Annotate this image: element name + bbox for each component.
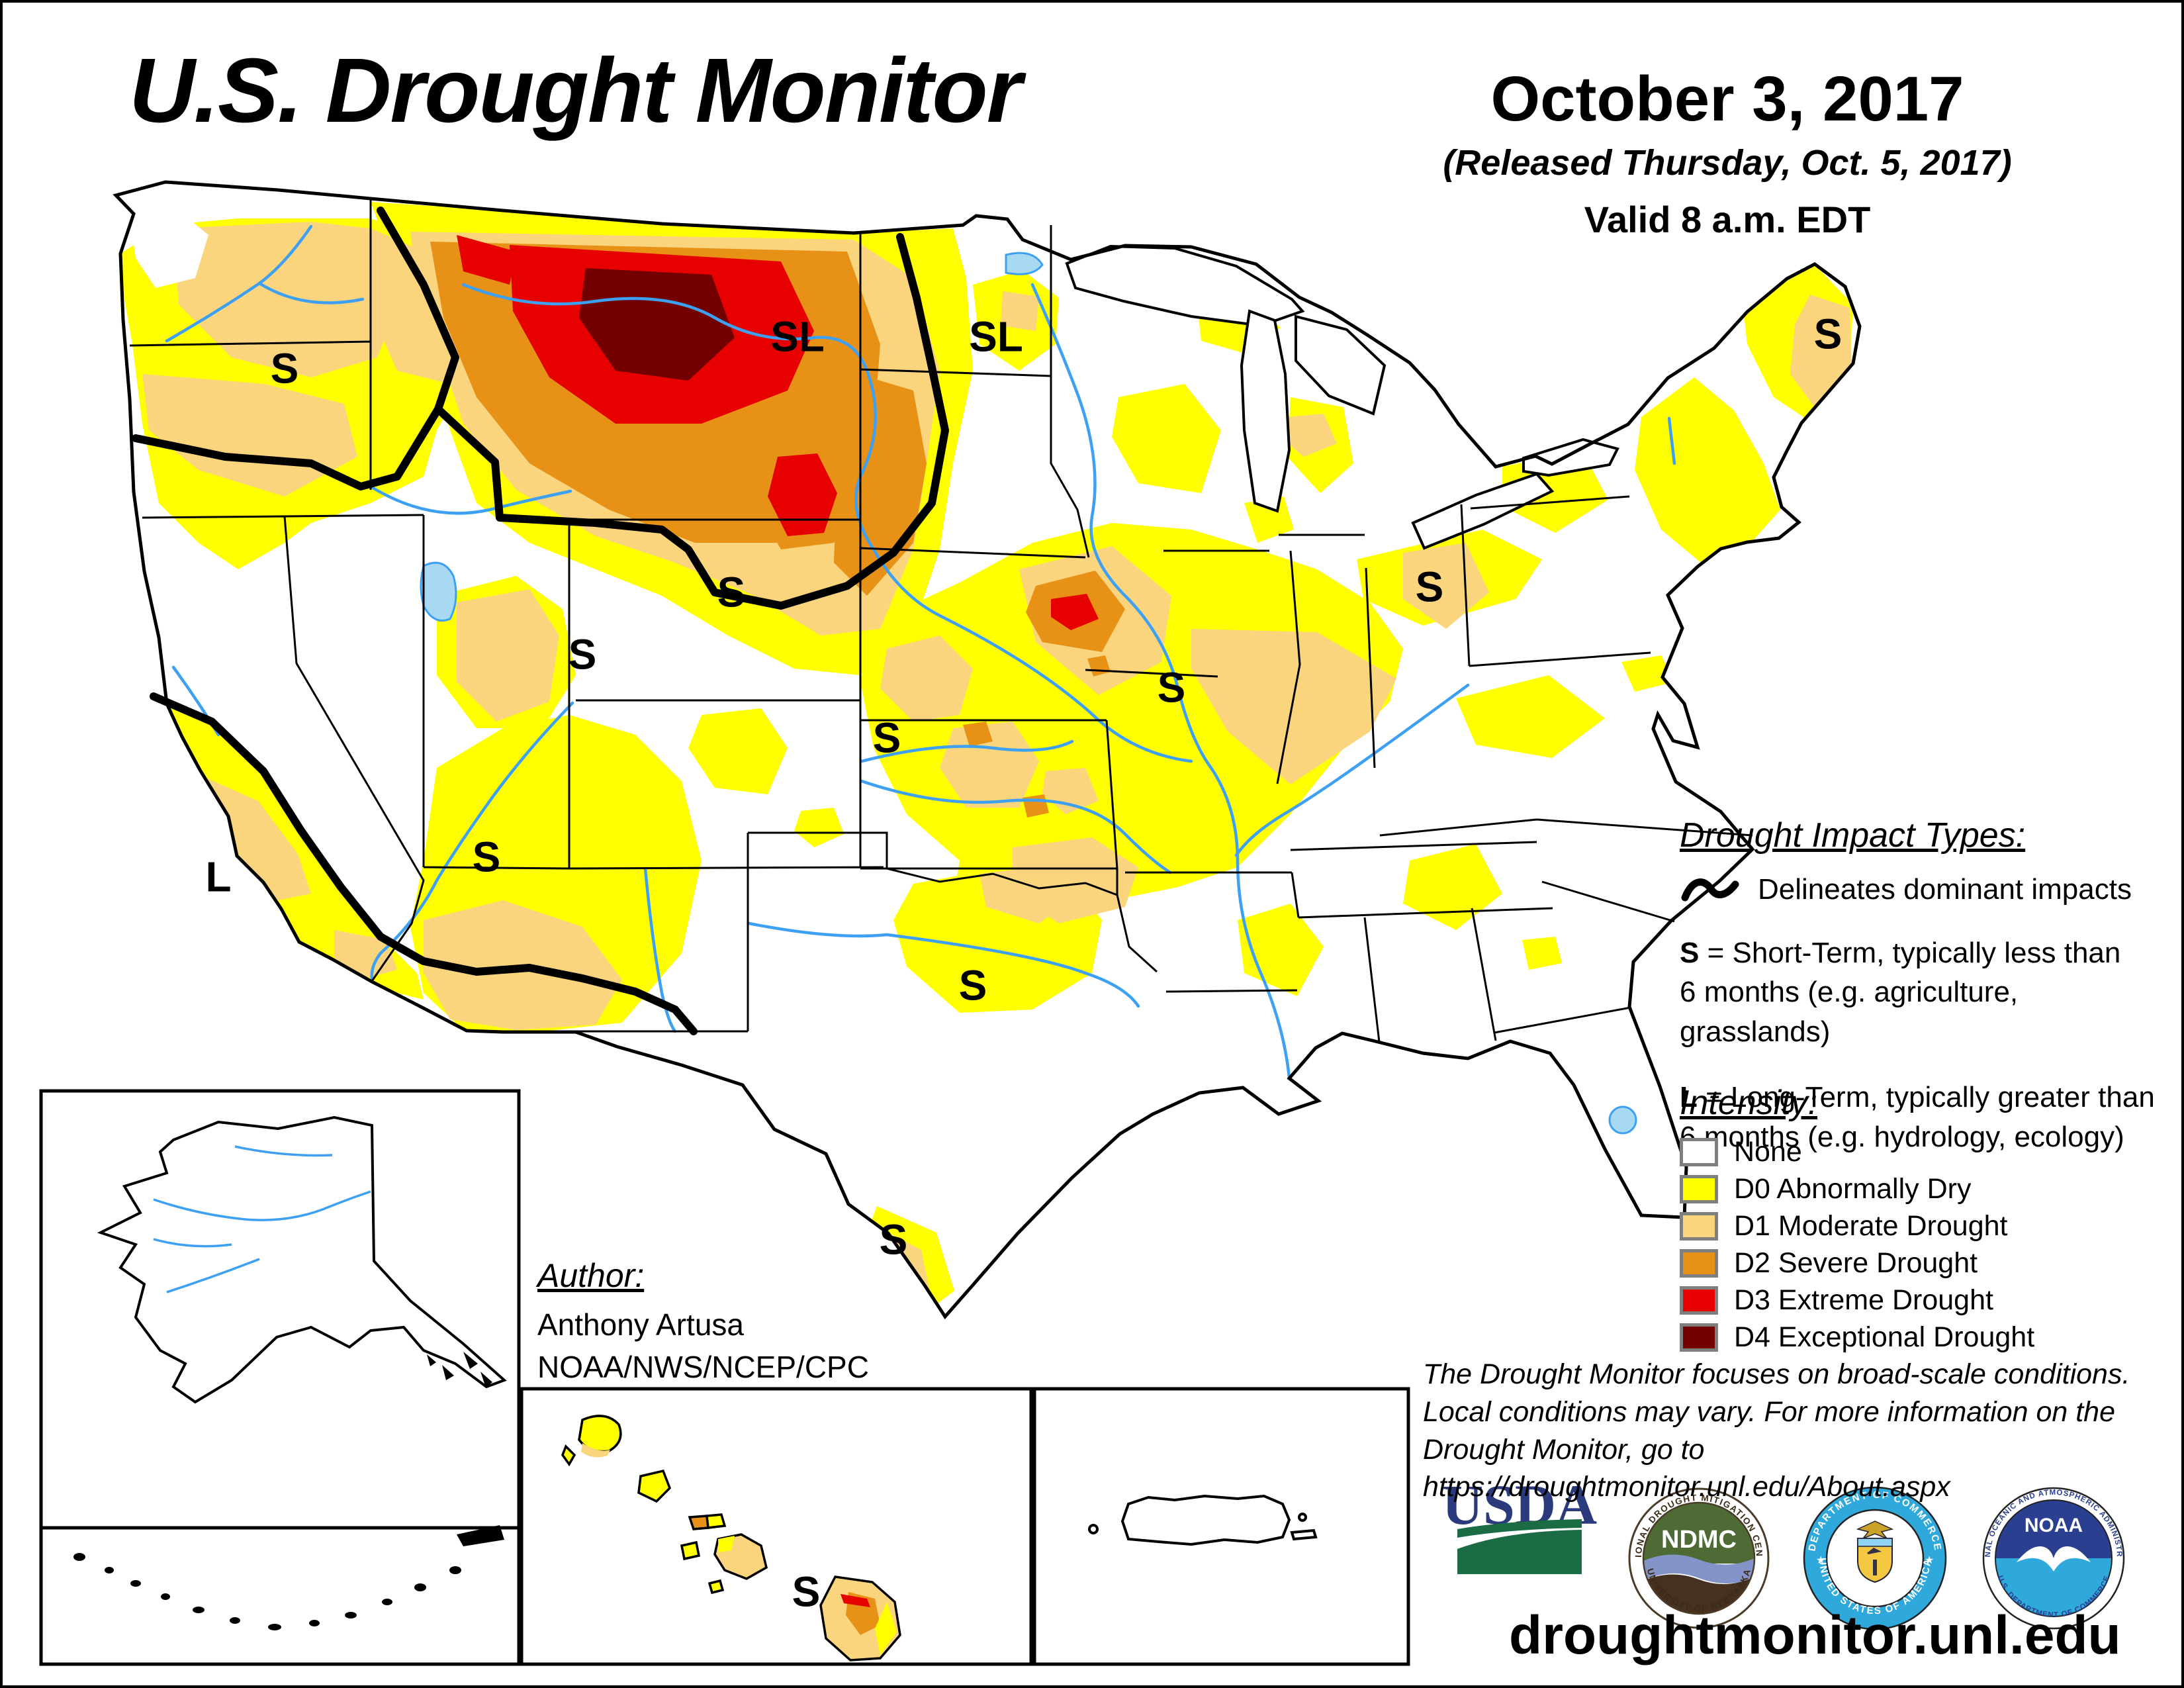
- map-date: October 3, 2017: [1490, 64, 1964, 134]
- impact-types-legend: Drought Impact Types: Delineates dominan…: [1680, 816, 2169, 1156]
- conus-outline: [113, 180, 1862, 1320]
- impact-delineation-lines: [132, 207, 949, 1035]
- doc-eagle-shield: [1856, 1521, 1894, 1583]
- intensity-label: D0 Abnormally Dry: [1734, 1172, 1972, 1205]
- culebra: [1298, 1513, 1307, 1522]
- aleutians-inset-box: [39, 1526, 521, 1666]
- intensity-item: D3 Extreme Drought: [1680, 1282, 2169, 1319]
- intensity-swatch: [1680, 1286, 1718, 1315]
- noaa-wordmark: NOAA: [2025, 1515, 2083, 1536]
- great-salt-lake: [420, 561, 457, 622]
- hawaii-inset-box: [520, 1387, 1033, 1666]
- intensity-label: D1 Moderate Drought: [1734, 1209, 2008, 1242]
- minnesota-lakes: [1005, 252, 1044, 275]
- intensity-swatch: [1680, 1323, 1718, 1352]
- ndmc-wordmark: NDMC: [1661, 1526, 1737, 1554]
- intensity-label: None: [1734, 1135, 1802, 1168]
- lake-erie: [1411, 472, 1555, 550]
- intensity-label: D4 Exceptional Drought: [1734, 1321, 2035, 1353]
- small-lakes: [420, 252, 1637, 1135]
- intensity-swatch: [1680, 1211, 1718, 1241]
- hawaii-map: [561, 1415, 901, 1662]
- molokai-west: [688, 1515, 709, 1530]
- short-term-definition: S = Short-Term, typically less than 6 mo…: [1680, 937, 2121, 1048]
- lake-michigan: [1240, 309, 1291, 513]
- big-island-d3: [841, 1594, 870, 1607]
- lake-okeechobee: [1608, 1105, 1637, 1135]
- intensity-swatch: [1680, 1174, 1718, 1203]
- kahoolawe: [707, 1579, 725, 1595]
- alaska-rivers: [153, 1145, 371, 1293]
- impact-legend-header: Drought Impact Types:: [1680, 816, 2026, 855]
- olympic-white-patch: [130, 211, 208, 288]
- usda-logo: USDA: [1442, 1473, 1597, 1574]
- maui-d0: [718, 1536, 735, 1552]
- niihau: [561, 1444, 576, 1467]
- intensity-item: D2 Severe Drought: [1680, 1244, 2169, 1282]
- lanai: [680, 1540, 701, 1561]
- intensity-swatch: [1680, 1248, 1718, 1278]
- intensity-item: D4 Exceptional Drought: [1680, 1319, 2169, 1356]
- intensity-legend: Intensity: None D0 Abnormally Dry D1 Moder…: [1680, 1083, 2169, 1356]
- intensity-item: D0 Abnormally Dry: [1680, 1170, 2169, 1207]
- intensity-label: D2 Severe Drought: [1734, 1246, 1978, 1279]
- short-term-key: S: [1680, 937, 1700, 969]
- squiggle-line-icon: [1681, 878, 1739, 902]
- intensity-label: D3 Extreme Drought: [1734, 1284, 1993, 1316]
- vieques: [1290, 1528, 1318, 1541]
- conus-map: [113, 180, 1862, 1320]
- alaska-panhandle-islands: [427, 1352, 492, 1387]
- big-island-d0: [875, 1602, 897, 1655]
- aleutian-islands: [73, 1525, 504, 1630]
- drought-areas: [120, 202, 1853, 1309]
- doc-star-left: ★: [1816, 1555, 1825, 1566]
- long-term-key: L: [1680, 1081, 1698, 1114]
- puerto-rico-outline: [1120, 1494, 1291, 1546]
- mona-island: [1088, 1524, 1099, 1534]
- released-date: (Released Thursday, Oct. 5, 2017): [1443, 142, 2012, 183]
- great-lakes: [1065, 244, 1619, 550]
- state-borders: [129, 199, 1753, 1043]
- alaska-outline: [97, 1115, 507, 1404]
- author-header: Author:: [537, 1257, 645, 1294]
- oahu: [637, 1469, 672, 1503]
- doc-star-right: ★: [1925, 1555, 1934, 1566]
- intensity-item: D1 Moderate Drought: [1680, 1207, 2169, 1244]
- kauai-d1: [581, 1443, 610, 1458]
- inset-boxes: [39, 1089, 1410, 1666]
- doc-logo: DEPARTMENT OF COMMERCE UNITED STATES OF …: [1803, 1486, 1947, 1630]
- intensity-swatch: [1680, 1137, 1718, 1166]
- alaska-map: [73, 1115, 507, 1630]
- author-name: Anthony Artusa: [537, 1307, 744, 1342]
- disclaimer-text: The Drought Monitor focuses on broad-sca…: [1423, 1358, 2130, 1503]
- d4-areas: [579, 268, 735, 381]
- date-block: October 3, 2017 (Released Thursday, Oct.…: [1436, 66, 2019, 241]
- valid-time: Valid 8 a.m. EDT: [1584, 198, 1871, 240]
- page-title: U.S. Drought Monitor: [129, 40, 1022, 142]
- puerto-rico-map: [1088, 1494, 1318, 1546]
- intensity-item: None: [1680, 1133, 2169, 1170]
- long-term-definition: L = Long-Term, typically greater than 6 …: [1680, 1081, 2155, 1153]
- delineates-label: Delineates dominant impacts: [1758, 873, 2132, 906]
- lake-huron: [1295, 314, 1387, 416]
- intensity-legend-header: Intensity:: [1680, 1084, 1818, 1122]
- lake-ontario: [1522, 438, 1619, 477]
- molokai-east: [705, 1513, 727, 1529]
- author-organization: NOAA/NWS/NCEP/CPC: [537, 1350, 869, 1384]
- puerto-rico-inset-box: [1032, 1387, 1410, 1666]
- intensity-rows: None D0 Abnormally Dry D1 Moderate Drought…: [1680, 1133, 2169, 1356]
- site-url: droughtmonitor.unl.edu: [1509, 1605, 2121, 1665]
- author-block: Author: Anthony Artusa NOAA/NWS/NCEP/CPC: [537, 1256, 869, 1385]
